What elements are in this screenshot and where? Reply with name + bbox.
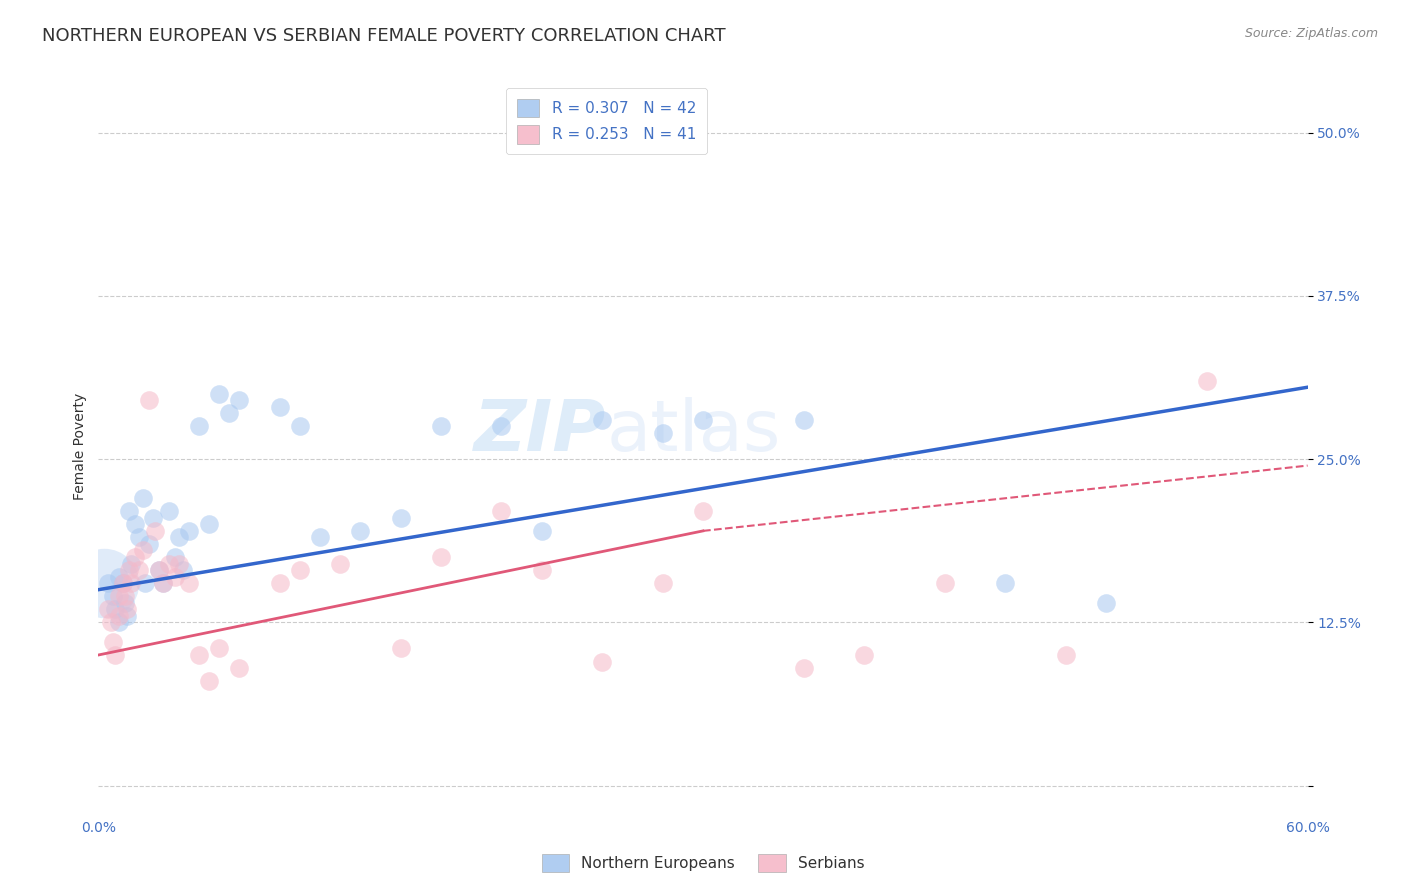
Point xyxy=(118,504,141,518)
Point xyxy=(198,674,221,689)
Point xyxy=(218,406,240,420)
Text: Source: ZipAtlas.com: Source: ZipAtlas.com xyxy=(1244,27,1378,40)
Point xyxy=(309,530,332,544)
Point xyxy=(430,549,453,564)
Point xyxy=(430,419,453,434)
Point xyxy=(97,602,120,616)
Point xyxy=(111,576,134,591)
Legend: R = 0.307   N = 42, R = 0.253   N = 41: R = 0.307 N = 42, R = 0.253 N = 41 xyxy=(506,88,707,154)
Point xyxy=(103,648,125,662)
Point xyxy=(591,655,613,669)
Y-axis label: Female Poverty: Female Poverty xyxy=(73,392,87,500)
Point xyxy=(389,641,412,656)
Point xyxy=(179,576,201,591)
Point xyxy=(329,557,352,571)
Point xyxy=(148,563,170,577)
Point xyxy=(124,517,146,532)
Point xyxy=(163,569,186,583)
Point xyxy=(101,635,124,649)
Point xyxy=(157,557,180,571)
Point xyxy=(269,400,291,414)
Point xyxy=(134,576,156,591)
Point xyxy=(1054,648,1077,662)
Point xyxy=(651,425,673,440)
Point xyxy=(120,576,142,591)
Point xyxy=(188,648,211,662)
Point xyxy=(128,530,150,544)
Point xyxy=(994,576,1017,591)
Point xyxy=(288,419,311,434)
Point xyxy=(651,576,673,591)
Point xyxy=(793,661,815,675)
Point xyxy=(124,549,146,564)
Point xyxy=(208,641,231,656)
Point xyxy=(100,615,122,630)
Point xyxy=(107,608,129,623)
Point xyxy=(491,419,513,434)
Point xyxy=(934,576,956,591)
Point xyxy=(198,517,221,532)
Point xyxy=(148,563,170,577)
Point xyxy=(172,563,194,577)
Point xyxy=(93,576,115,591)
Point xyxy=(107,569,129,583)
Point xyxy=(1195,374,1218,388)
Text: ZIP: ZIP xyxy=(474,397,606,466)
Point xyxy=(163,549,186,564)
Point xyxy=(118,563,141,577)
Point xyxy=(132,543,155,558)
Point xyxy=(167,557,190,571)
Point xyxy=(208,386,231,401)
Point xyxy=(143,524,166,538)
Point xyxy=(167,530,190,544)
Point xyxy=(103,602,125,616)
Point xyxy=(120,557,142,571)
Point xyxy=(349,524,371,538)
Point xyxy=(107,615,129,630)
Point xyxy=(115,602,138,616)
Point xyxy=(692,413,714,427)
Point xyxy=(128,563,150,577)
Point xyxy=(111,576,134,591)
Point xyxy=(138,393,160,408)
Text: atlas: atlas xyxy=(606,397,780,466)
Point xyxy=(591,413,613,427)
Point xyxy=(793,413,815,427)
Point xyxy=(97,576,120,591)
Point xyxy=(115,608,138,623)
Point xyxy=(157,504,180,518)
Point xyxy=(138,537,160,551)
Point xyxy=(530,524,553,538)
Point xyxy=(152,576,174,591)
Point xyxy=(101,589,124,603)
Point xyxy=(107,589,129,603)
Point xyxy=(269,576,291,591)
Point xyxy=(853,648,876,662)
Point xyxy=(152,576,174,591)
Point xyxy=(188,419,211,434)
Point xyxy=(1095,596,1118,610)
Point xyxy=(142,511,165,525)
Legend: Northern Europeans, Serbians: Northern Europeans, Serbians xyxy=(534,846,872,880)
Point xyxy=(228,661,250,675)
Point xyxy=(491,504,513,518)
Point xyxy=(692,504,714,518)
Point xyxy=(114,596,136,610)
Point xyxy=(228,393,250,408)
Point xyxy=(132,491,155,506)
Point xyxy=(530,563,553,577)
Text: NORTHERN EUROPEAN VS SERBIAN FEMALE POVERTY CORRELATION CHART: NORTHERN EUROPEAN VS SERBIAN FEMALE POVE… xyxy=(42,27,725,45)
Point xyxy=(389,511,412,525)
Point xyxy=(179,524,201,538)
Point xyxy=(114,589,136,603)
Point xyxy=(288,563,311,577)
